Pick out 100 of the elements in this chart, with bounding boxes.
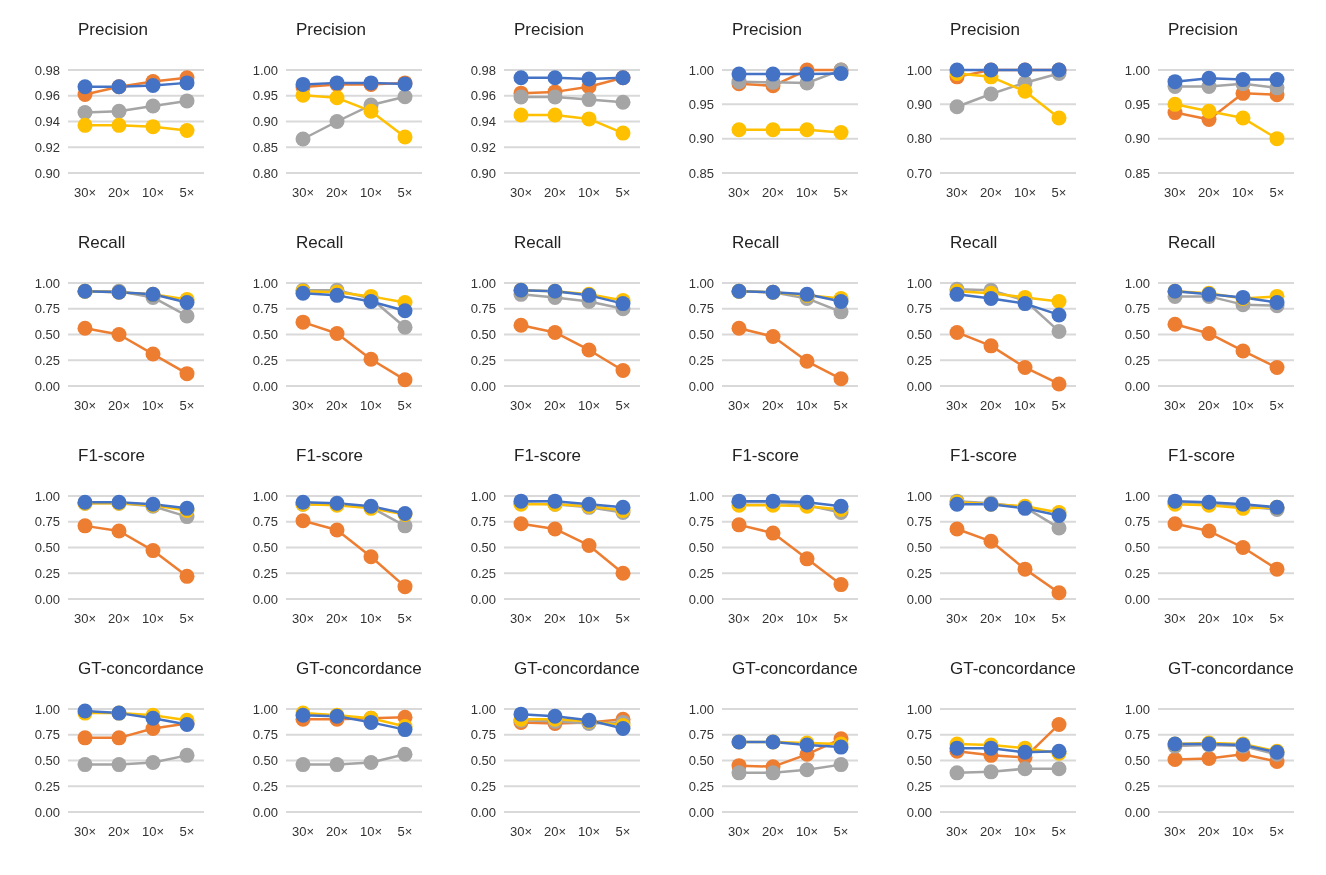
x-tick-label: 30× <box>291 398 315 413</box>
y-tick-label: 0.75 <box>34 514 60 530</box>
point <box>179 568 195 584</box>
x-tick-label: 30× <box>1163 398 1187 413</box>
point <box>1051 323 1067 339</box>
y-tick-label: 0.00 <box>688 591 714 607</box>
chart-title: GT-concordance <box>78 659 204 678</box>
x-tick-label: 5× <box>1051 824 1067 839</box>
chart-title: F1-score <box>514 446 582 465</box>
point <box>1017 744 1033 760</box>
y-tick-label: 0.00 <box>470 378 496 394</box>
x-tick-label: 5× <box>833 611 849 626</box>
point <box>77 79 93 95</box>
y-tick-label: 1.00 <box>34 488 60 504</box>
y-tick-label: 0.50 <box>470 540 496 556</box>
x-tick-label: 30× <box>945 611 969 626</box>
x-tick-label: 10× <box>141 398 165 413</box>
y-tick-label: 1.00 <box>252 701 278 717</box>
x-tick-label: 5× <box>179 611 195 626</box>
x-tick-label: 20× <box>325 185 349 200</box>
x-tick-label: 5× <box>397 398 413 413</box>
y-tick-label: 1.00 <box>688 488 714 504</box>
point <box>833 124 849 140</box>
x-tick-label: 10× <box>141 824 165 839</box>
y-tick-label: 0.75 <box>252 727 278 743</box>
y-tick-label: 0.90 <box>906 96 932 112</box>
chart-title: Recall <box>78 233 126 252</box>
y-tick-label: 1.00 <box>688 701 714 717</box>
x-tick-label: 30× <box>509 185 533 200</box>
point <box>513 89 529 105</box>
y-tick-label: 0.00 <box>34 804 60 820</box>
chart-title: GT-concordance <box>514 659 640 678</box>
point <box>615 565 631 581</box>
x-tick-label: 10× <box>359 185 383 200</box>
point <box>111 757 127 773</box>
y-tick-label: 0.00 <box>470 804 496 820</box>
y-tick-label: 0.25 <box>34 352 60 368</box>
y-tick-label: 0.90 <box>688 131 714 147</box>
y-tick-label: 0.75 <box>470 727 496 743</box>
y-tick-label: 1.00 <box>688 62 714 78</box>
point <box>363 351 379 367</box>
x-tick-label: 5× <box>615 185 631 200</box>
point <box>513 107 529 123</box>
point <box>1269 131 1285 147</box>
point <box>1051 307 1067 323</box>
point <box>111 523 127 539</box>
y-tick-label: 0.90 <box>34 165 60 181</box>
x-tick-label: 30× <box>945 185 969 200</box>
point <box>615 363 631 379</box>
chart-title: GT-concordance <box>732 659 858 678</box>
point <box>1167 516 1183 532</box>
point <box>1167 316 1183 332</box>
y-tick-label: 0.50 <box>1124 327 1150 343</box>
chart-title: F1-score <box>950 446 1018 465</box>
x-tick-label: 10× <box>1231 398 1255 413</box>
y-tick-label: 0.00 <box>34 591 60 607</box>
point <box>983 338 999 354</box>
y-tick-label: 0.95 <box>252 88 278 104</box>
y-tick-label: 0.25 <box>470 352 496 368</box>
x-tick-label: 30× <box>1163 185 1187 200</box>
point <box>983 533 999 549</box>
x-tick-label: 20× <box>1197 824 1221 839</box>
y-tick-label: 1.00 <box>688 275 714 291</box>
x-tick-label: 10× <box>359 611 383 626</box>
point <box>983 764 999 780</box>
x-tick-label: 10× <box>1013 185 1037 200</box>
y-tick-label: 0.95 <box>1124 96 1150 112</box>
point <box>513 70 529 86</box>
x-tick-label: 10× <box>1013 398 1037 413</box>
x-tick-label: 30× <box>727 824 751 839</box>
y-tick-label: 0.00 <box>1124 378 1150 394</box>
y-tick-label: 1.00 <box>1124 275 1150 291</box>
y-tick-label: 0.25 <box>1124 352 1150 368</box>
x-tick-label: 20× <box>761 611 785 626</box>
x-tick-label: 10× <box>359 824 383 839</box>
x-tick-label: 10× <box>1231 824 1255 839</box>
x-tick-label: 20× <box>107 824 131 839</box>
y-tick-label: 0.85 <box>252 139 278 155</box>
chart-title: Recall <box>1168 233 1216 252</box>
point <box>799 551 815 567</box>
x-tick-label: 5× <box>179 398 195 413</box>
x-tick-label: 30× <box>1163 611 1187 626</box>
y-tick-label: 0.25 <box>252 352 278 368</box>
chart-title: GT-concordance <box>296 659 422 678</box>
y-tick-label: 0.80 <box>906 131 932 147</box>
point <box>397 129 413 145</box>
point <box>1051 508 1067 524</box>
y-tick-label: 0.00 <box>906 804 932 820</box>
point <box>1167 96 1183 112</box>
point <box>799 353 815 369</box>
x-tick-label: 20× <box>543 611 567 626</box>
y-tick-label: 1.00 <box>906 488 932 504</box>
point <box>329 90 345 106</box>
x-tick-label: 30× <box>509 611 533 626</box>
point <box>949 521 965 537</box>
x-tick-label: 30× <box>727 398 751 413</box>
chart-title: Recall <box>732 233 780 252</box>
y-tick-label: 0.00 <box>252 378 278 394</box>
x-tick-label: 20× <box>325 824 349 839</box>
x-tick-label: 20× <box>979 611 1003 626</box>
